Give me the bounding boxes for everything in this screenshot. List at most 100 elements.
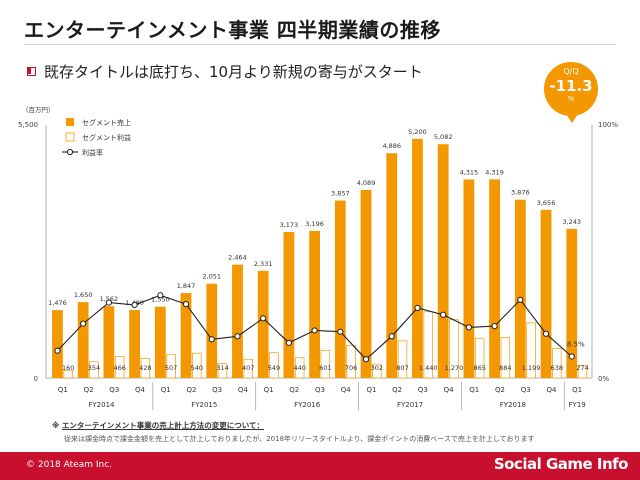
sales-bar	[257, 270, 269, 378]
qoq-value: -11.3	[549, 77, 593, 95]
legend-swatch-marker	[66, 148, 74, 156]
margin-point	[414, 304, 421, 312]
profit-label: 1,440	[419, 364, 438, 372]
watermark: Social Game Info	[493, 455, 629, 473]
profit-label: 638	[551, 364, 563, 372]
x-tick-label: Q1	[366, 386, 376, 394]
fiscal-year-label: FY2014	[88, 401, 115, 409]
profit-bar	[526, 322, 536, 379]
sales-label: 3,857	[331, 190, 350, 198]
page-title: エンターテインメント事業 四半期業績の推移	[24, 18, 441, 42]
y-left-tick-top: 5,500	[18, 121, 38, 129]
margin-point	[234, 333, 241, 340]
profit-label: 466	[113, 364, 125, 372]
x-tick-label: Q2	[495, 386, 505, 394]
sales-label: 2,051	[202, 273, 221, 281]
profit-label: 865	[473, 364, 485, 372]
footer-bar: © 2018 Ateam Inc. Social Game Info	[0, 452, 640, 480]
fiscal-year-label: FY19	[569, 401, 586, 409]
note-body: 従来は課金時点で課金金額を売上として計上しておりましたが、2018年リリースタイ…	[64, 435, 535, 443]
y-left-tick-bottom: 0	[34, 375, 38, 383]
x-tick-label: Q2	[289, 386, 299, 394]
profit-label: 507	[165, 364, 177, 372]
sales-label: 1,650	[74, 291, 93, 299]
legend-swatch-profit	[65, 132, 75, 142]
profit-label: 884	[499, 364, 511, 372]
copyright: © 2018 Ateam Inc.	[26, 460, 113, 470]
x-tick-label: Q2	[186, 386, 196, 394]
x-tick-label: Q3	[212, 386, 222, 394]
sales-bar	[360, 189, 372, 378]
profit-bar	[269, 352, 279, 379]
profit-bar	[552, 348, 562, 379]
legend-label-sales: セグメント売上	[82, 118, 131, 127]
legend-label-profit: セグメント利益	[82, 133, 131, 142]
profit-bar	[320, 350, 331, 379]
profit-label: 540	[191, 364, 203, 372]
sales-bar	[540, 209, 552, 378]
sales-profit-chart: 5,500 0 （百万円） 100% 0% 1,476 160 1,650 354 1,562 46…	[18, 106, 618, 410]
margin-point	[260, 315, 267, 322]
sales-label: 2,464	[228, 254, 247, 262]
profit-label: 354	[88, 364, 100, 372]
legend-label-margin: 利益率	[82, 148, 103, 157]
sales-bar	[77, 302, 89, 378]
profit-label: 807	[396, 364, 408, 372]
fiscal-year-label: FY2016	[294, 401, 321, 409]
sales-label: 1,562	[100, 295, 119, 303]
margin-point	[517, 296, 524, 303]
x-tick-label: Q3	[109, 386, 119, 394]
sales-label: 4,089	[357, 179, 376, 187]
profit-bar	[243, 358, 253, 379]
sales-bar	[180, 293, 192, 378]
margin-point	[105, 299, 112, 306]
sales-bar	[309, 230, 320, 378]
margin-point	[542, 330, 550, 337]
note-heading: ※ エンターテインメント事業の売上計上方法の変更について：	[52, 420, 264, 431]
profit-bar	[474, 337, 485, 379]
profit-label: 274	[576, 364, 588, 372]
x-tick-label: Q4	[444, 386, 455, 394]
profit-label: 314	[216, 364, 228, 372]
margin-point	[337, 328, 344, 335]
margin-point	[568, 353, 575, 360]
sales-bar	[129, 309, 140, 378]
profit-label: 160	[62, 364, 74, 372]
margin-point	[182, 301, 190, 308]
sales-label: 2,331	[254, 260, 273, 268]
y-unit-label: （百万円）	[22, 106, 55, 114]
x-tick-label: Q1	[469, 386, 479, 394]
profit-bar	[294, 357, 305, 379]
sales-label: 4,886	[382, 142, 401, 150]
margin-point	[54, 347, 61, 354]
profit-label: 1,270	[445, 364, 464, 372]
qoq-unit: %	[567, 95, 575, 103]
profit-label: 549	[268, 364, 280, 372]
margin-point	[465, 324, 472, 331]
x-tick-label: Q1	[264, 386, 274, 394]
sales-bar	[103, 306, 115, 378]
sales-bar	[154, 306, 166, 378]
margin-point	[157, 292, 164, 299]
sales-bar	[52, 310, 63, 378]
x-tick-label: Q4	[135, 386, 146, 394]
x-tick-label: Q3	[315, 386, 325, 394]
profit-label: 706	[345, 364, 357, 372]
fiscal-year-label: FY2015	[191, 401, 217, 409]
profit-bar	[166, 354, 176, 379]
margin-point	[491, 323, 498, 330]
x-tick-label: Q1	[58, 386, 68, 394]
sales-bar	[514, 199, 526, 378]
sales-label: 1,550	[151, 296, 170, 304]
note-heading-text: エンターテインメント事業の売上計上方法の変更について：	[61, 421, 264, 430]
sales-label: 3,173	[280, 221, 299, 229]
sales-bar	[334, 200, 346, 378]
profit-label: 440	[293, 364, 305, 372]
sales-label: 1,476	[48, 299, 67, 307]
profit-label: 407	[242, 364, 254, 372]
qoq-label: Q/Q	[563, 67, 579, 76]
sales-bar	[412, 138, 423, 378]
profit-bar	[500, 336, 511, 379]
profit-label: 428	[139, 364, 151, 372]
margin-point	[208, 336, 215, 343]
